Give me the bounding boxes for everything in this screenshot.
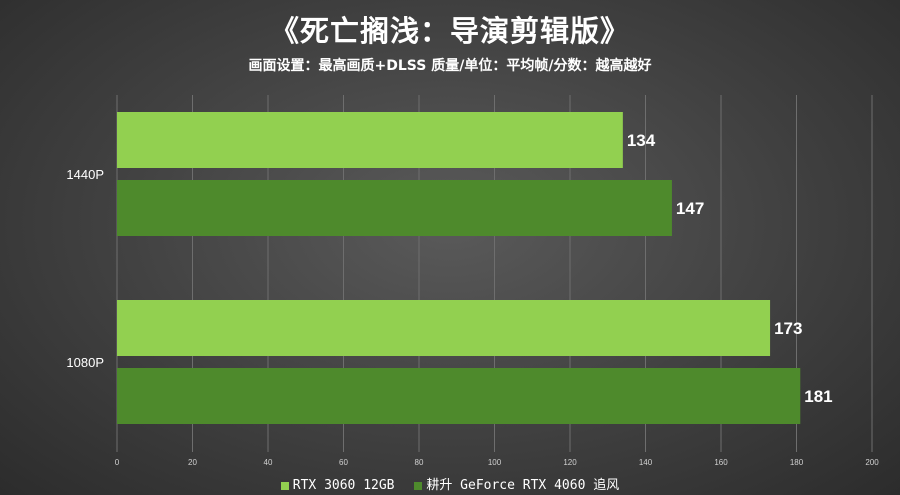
legend-label-rtx3060: RTX 3060 12GB xyxy=(292,478,395,493)
x-tick-label-20: 20 xyxy=(188,458,197,467)
legend-swatch-rtx3060 xyxy=(280,481,289,490)
x-tick-label-200: 200 xyxy=(865,458,879,467)
bar-1440P-series-0 xyxy=(117,112,623,168)
bar-1080P-series-1 xyxy=(117,368,801,424)
y-tick-label-1440P: 1440P xyxy=(66,167,104,182)
chart-title: 《死亡搁浅：导演剪辑版》 xyxy=(269,14,630,48)
chart-subtitle: 画面设置：最高画质+DLSS 质量/单位：平均帧/分数：越高越好 xyxy=(248,58,652,74)
bar-1080P-series-0 xyxy=(117,300,771,356)
legend-label-rtx4060: 耕升 GeForce RTX 4060 追风 xyxy=(426,478,620,493)
x-tick-label-100: 100 xyxy=(488,458,502,467)
x-tick-label-140: 140 xyxy=(639,458,653,467)
x-tick-label-180: 180 xyxy=(790,458,804,467)
bar-1440P-series-1 xyxy=(117,180,672,236)
legend-item-rtx4060: 耕升 GeForce RTX 4060 追风 xyxy=(414,474,619,493)
legend: RTX 3060 12GB 耕升 GeForce RTX 4060 追风 xyxy=(0,474,900,493)
data-label-1440P-series-1: 147 xyxy=(676,199,704,218)
x-tick-label-60: 60 xyxy=(339,458,348,467)
x-tick-label-40: 40 xyxy=(264,458,273,467)
x-tick-label-120: 120 xyxy=(563,458,577,467)
legend-item-rtx3060: RTX 3060 12GB xyxy=(280,478,395,493)
y-tick-label-1080P: 1080P xyxy=(66,355,104,370)
x-tick-label-0: 0 xyxy=(115,458,120,467)
data-label-1080P-series-1: 181 xyxy=(804,387,832,406)
x-tick-label-80: 80 xyxy=(415,458,424,467)
bar-chart: 0 20 40 60 80 100 120 140 160 180 200 1440P 134 147 10… xyxy=(66,95,880,467)
data-label-1080P-series-0: 173 xyxy=(774,319,802,338)
x-tick-label-160: 160 xyxy=(714,458,728,467)
data-label-1440P-series-0: 134 xyxy=(627,131,656,150)
legend-swatch-rtx4060 xyxy=(414,481,423,490)
